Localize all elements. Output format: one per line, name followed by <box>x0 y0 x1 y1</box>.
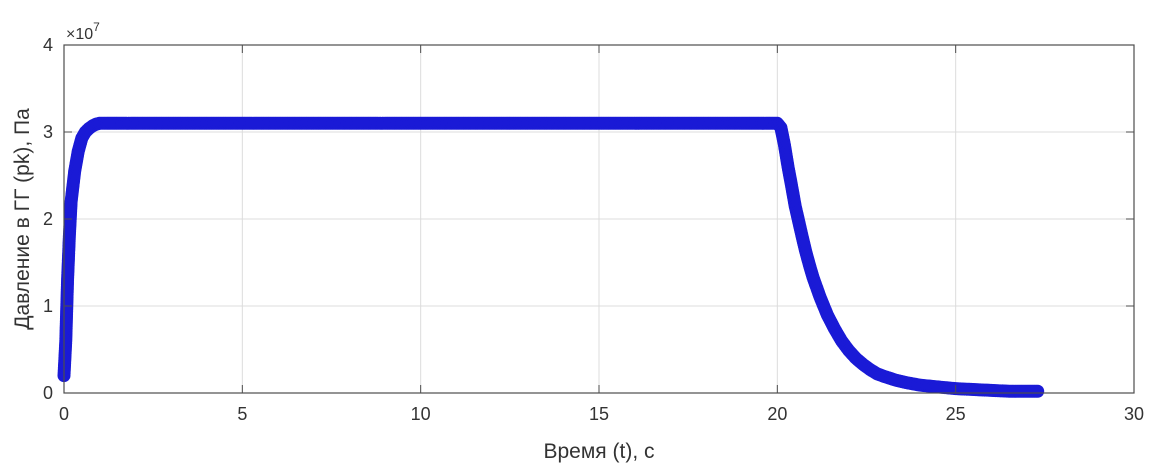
y-tick-labels: 0 1 2 3 4 <box>43 35 53 403</box>
x-axis-label: Время (t), с <box>544 440 655 463</box>
y-multiplier-base: ×10 <box>66 26 93 43</box>
data-point <box>1031 384 1045 398</box>
y-tick-label: 2 <box>43 209 53 229</box>
x-tick-label: 5 <box>237 404 247 424</box>
series-markers <box>57 116 1045 398</box>
x-tick-labels: 0 5 10 15 20 25 30 <box>59 404 1144 424</box>
x-tick-label: 10 <box>411 404 431 424</box>
x-tick-label: 20 <box>767 404 787 424</box>
y-tick-label: 4 <box>43 35 53 55</box>
y-multiplier-exponent: 7 <box>93 20 100 34</box>
x-tick-label: 15 <box>589 404 609 424</box>
x-tick-label: 0 <box>59 404 69 424</box>
ticks <box>63 44 1135 394</box>
y-tick-label: 0 <box>43 383 53 403</box>
y-axis-label: Давление в ГГ (pk), Па <box>11 108 34 330</box>
x-tick-label: 25 <box>946 404 966 424</box>
y-multiplier: ×107 <box>66 20 100 43</box>
x-tick-label: 30 <box>1124 404 1144 424</box>
y-tick-label: 3 <box>43 122 53 142</box>
y-tick-label: 1 <box>43 296 53 316</box>
